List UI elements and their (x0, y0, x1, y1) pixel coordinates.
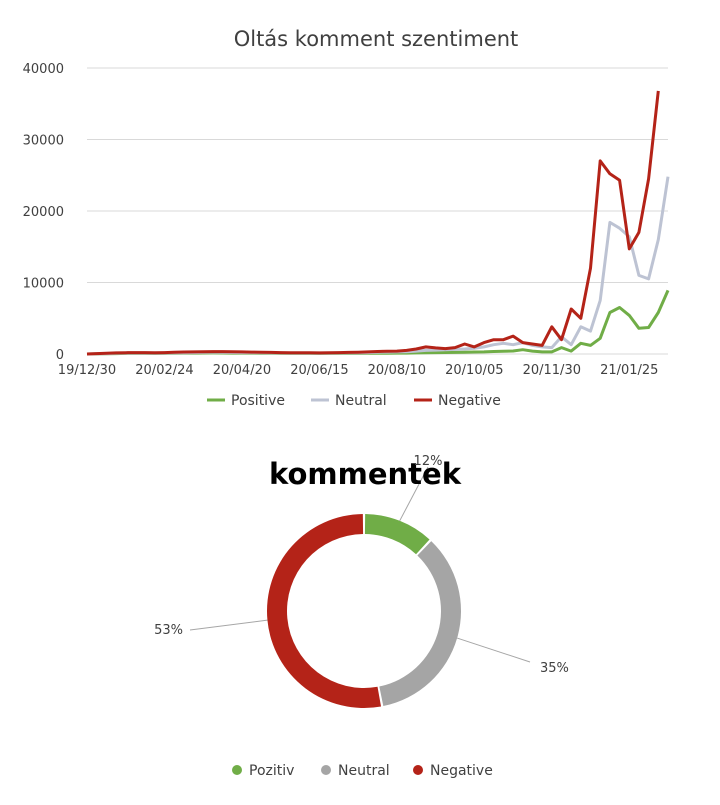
donut-leader-lines (189, 466, 531, 663)
x-tick-label: 20/10/05 (445, 363, 503, 378)
line-chart-legend: Positive Neutral Negative (207, 393, 501, 409)
donut-slice-neutral (379, 541, 461, 707)
donut-slice-pozitiv (364, 514, 430, 555)
y-tick-label: 40000 (23, 62, 64, 77)
x-tick-label: 20/11/30 (523, 363, 581, 378)
legend-dot-neutral (321, 765, 331, 775)
x-tick-label: 20/08/10 (368, 363, 426, 378)
leader-line-neutral (456, 637, 531, 663)
legend-label-positive: Positive (231, 393, 285, 409)
donut-slice-negative (266, 514, 382, 708)
donut-value-label-pozitiv: 12% (414, 454, 443, 469)
series-line-negative (86, 90, 660, 356)
legend-label-neutral: Neutral (338, 763, 390, 779)
legend-label-pozitiv: Pozitiv (249, 763, 294, 779)
y-tick-label: 30000 (23, 134, 64, 149)
donut-chart-legend: Pozitiv Neutral Negative (232, 763, 493, 779)
line-chart: Oltás komment szentiment 0 10000 20000 3000… (23, 27, 670, 409)
x-tick-label: 20/02/24 (135, 363, 193, 378)
leader-line-negative (189, 619, 268, 631)
x-tick-label: 21/01/25 (600, 363, 658, 378)
line-chart-series (86, 90, 670, 356)
donut-chart-title: kommentek (269, 457, 462, 491)
x-tick-label: 20/06/15 (290, 363, 348, 378)
line-chart-y-axis: 0 10000 20000 30000 40000 (23, 62, 64, 363)
y-tick-label: 10000 (23, 277, 64, 292)
donut-value-label-neutral: 35% (540, 661, 569, 676)
legend-label-negative: Negative (438, 393, 501, 409)
donut-slices (266, 514, 461, 708)
line-chart-title: Oltás komment szentiment (234, 27, 519, 51)
line-chart-gridlines (87, 67, 668, 355)
y-tick-label: 0 (56, 348, 64, 363)
x-tick-label: 19/12/30 (58, 363, 116, 378)
series-line-positive (86, 289, 670, 356)
legend-dot-pozitiv (232, 765, 242, 775)
series-line-neutral (86, 176, 670, 356)
donut-chart: kommentek 12% 35% 53% Pozitiv Neutral Negati… (154, 454, 569, 779)
donut-value-label-negative: 53% (154, 623, 183, 638)
line-chart-x-axis: 19/12/30 20/02/24 20/04/20 20/06/15 20/08/10… (58, 363, 659, 378)
x-tick-label: 20/04/20 (213, 363, 271, 378)
y-tick-label: 20000 (23, 205, 64, 220)
legend-label-negative: Negative (430, 763, 493, 779)
leader-line-pozitiv (399, 466, 429, 522)
donut-value-labels: 12% 35% 53% (154, 454, 569, 676)
legend-dot-negative (413, 765, 423, 775)
legend-label-neutral: Neutral (335, 393, 387, 409)
